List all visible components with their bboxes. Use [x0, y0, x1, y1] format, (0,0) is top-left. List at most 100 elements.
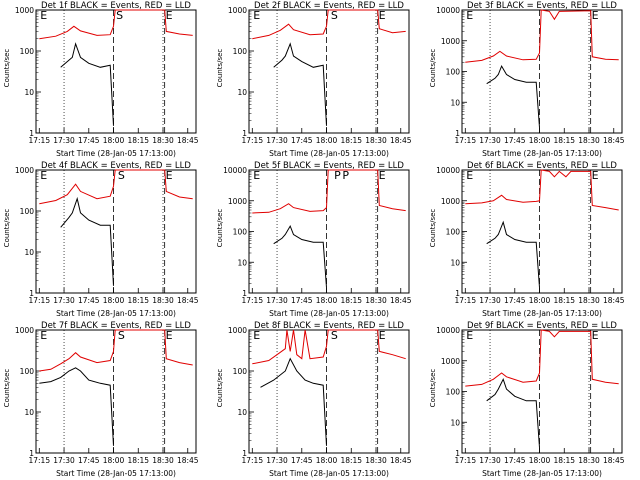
event-marker: E	[253, 169, 260, 182]
lld-series-line	[252, 169, 406, 214]
y-tick-label: 10	[237, 88, 247, 97]
plot-frame	[461, 329, 623, 454]
x-tick-label: 17:30	[53, 456, 75, 465]
x-tick-label: 18:15	[340, 136, 362, 145]
plot-frame	[35, 329, 197, 454]
chart-svg: 1 10 100 1000 10000 17:15 17:30 17:45 18:00 18:15…	[436, 166, 625, 305]
y-tick-label: 1	[29, 289, 34, 298]
x-tick-label: 18:45	[177, 456, 199, 465]
chart-svg: 1 10 100 1000 17:15 17:30 17:45 18:00 18:15 18:30…	[228, 326, 412, 465]
y-tick-label: 1000	[441, 357, 460, 366]
y-axis-label: Counts/sec	[429, 368, 437, 408]
event-marker: P	[342, 169, 349, 182]
y-tick-label: 10000	[223, 166, 247, 175]
lld-series-line	[39, 329, 193, 372]
y-axis-label: Counts/sec	[429, 48, 437, 88]
x-tick-label: 18:30	[152, 456, 174, 465]
event-marker: E	[592, 169, 599, 182]
event-marker: E	[466, 169, 473, 182]
panel-title: Det 6f BLACK = Events, RED = LLD	[467, 161, 617, 171]
detector-panel: 1 10 100 1000 10000 17:15 17:30 17:45 18:00 18:15…	[426, 320, 639, 480]
x-tick-label: 18:30	[578, 456, 600, 465]
y-tick-label: 1	[455, 129, 460, 138]
x-tick-label: 18:15	[340, 456, 362, 465]
panel-title: Det 3f BLACK = Events, RED = LLD	[467, 1, 617, 11]
x-tick-label: 18:00	[316, 296, 338, 305]
x-tick-label: 18:00	[529, 296, 551, 305]
y-tick-label: 10	[450, 98, 460, 107]
x-tick-label: 18:00	[103, 296, 125, 305]
x-tick-label: 17:15	[454, 456, 476, 465]
y-axis-label: Counts/sec	[216, 208, 224, 248]
x-tick-label: 17:30	[266, 136, 288, 145]
panel-title: Det 1f BLACK = Events, RED = LLD	[41, 1, 191, 11]
lld-series-line	[465, 329, 619, 387]
y-tick-label: 10	[450, 258, 460, 267]
x-tick-label: 17:30	[53, 296, 75, 305]
x-tick-label: 17:30	[53, 136, 75, 145]
plot-frame	[35, 9, 197, 134]
event-marker: E	[40, 329, 47, 342]
lld-series-line	[252, 329, 406, 365]
x-tick-label: 18:30	[152, 296, 174, 305]
y-tick-label: 10	[237, 408, 247, 417]
plot-frame	[248, 329, 410, 454]
x-tick-label: 18:30	[152, 136, 174, 145]
events-series-line	[486, 220, 540, 288]
y-tick-label: 100	[446, 68, 461, 77]
x-tick-label: 18:15	[127, 456, 149, 465]
x-tick-label: 18:15	[127, 136, 149, 145]
x-axis-label: Start Time (28-Jan-05 17:13:00)	[482, 149, 602, 158]
detector-panel: 1 10 100 1000 17:15 17:30 17:45 18:00 18:15 18:30…	[0, 320, 213, 480]
y-tick-label: 1000	[228, 326, 247, 335]
x-tick-label: 17:15	[241, 136, 263, 145]
y-tick-label: 100	[20, 47, 35, 56]
y-tick-label: 1000	[15, 166, 34, 175]
x-tick-label: 17:45	[504, 456, 526, 465]
y-tick-label: 10	[24, 88, 34, 97]
detector-panel: 1 10 100 1000 10000 17:15 17:30 17:45 18:00 18:15…	[213, 160, 426, 320]
x-tick-label: 18:00	[103, 456, 125, 465]
event-marker: S	[116, 9, 123, 22]
events-series-line	[273, 42, 327, 126]
panel-title: Det 9f BLACK = Events, RED = LLD	[467, 321, 617, 331]
chart-svg: 1 10 100 1000 17:15 17:30 17:45 18:00 18:15 18:30…	[15, 6, 199, 145]
x-tick-label: 18:00	[529, 136, 551, 145]
x-tick-label: 17:45	[291, 296, 313, 305]
event-marker: E	[466, 9, 473, 22]
detector-panel: 1 10 100 1000 17:15 17:30 17:45 18:00 18:15 18:30…	[213, 320, 426, 480]
x-tick-label: 18:30	[365, 456, 387, 465]
x-tick-label: 17:30	[266, 456, 288, 465]
x-axis-label: Start Time (28-Jan-05 17:13:00)	[56, 149, 176, 158]
x-tick-label: 17:30	[479, 296, 501, 305]
x-axis-label: Start Time (28-Jan-05 17:13:00)	[269, 469, 389, 478]
x-tick-label: 18:30	[578, 136, 600, 145]
x-tick-label: 18:15	[553, 136, 575, 145]
y-tick-label: 1	[29, 129, 34, 138]
x-tick-label: 17:15	[28, 136, 50, 145]
panel-title: Det 8f BLACK = Events, RED = LLD	[254, 321, 404, 331]
detector-panel: 1 10 100 1000 10000 17:15 17:30 17:45 18:00 18:15…	[426, 160, 639, 320]
x-tick-label: 18:15	[127, 296, 149, 305]
y-tick-label: 1	[242, 129, 247, 138]
event-marker: E	[40, 169, 47, 182]
x-tick-label: 17:30	[479, 456, 501, 465]
event-marker: E	[166, 329, 173, 342]
y-axis-label: Counts/sec	[216, 48, 224, 88]
x-tick-label: 17:45	[504, 136, 526, 145]
event-marker: E	[379, 329, 386, 342]
x-tick-label: 18:45	[603, 456, 625, 465]
y-tick-label: 100	[233, 47, 248, 56]
y-tick-label: 1000	[441, 197, 460, 206]
plot-frame	[35, 169, 197, 294]
y-axis-label: Counts/sec	[3, 208, 11, 248]
y-tick-label: 1000	[15, 6, 34, 15]
x-tick-label: 18:15	[340, 296, 362, 305]
event-marker: P	[334, 169, 341, 182]
x-tick-label: 17:45	[78, 296, 100, 305]
x-tick-label: 17:45	[78, 136, 100, 145]
y-tick-label: 1	[242, 289, 247, 298]
y-axis-label: Counts/sec	[429, 208, 437, 248]
event-marker: E	[592, 329, 599, 342]
plot-frame	[461, 169, 623, 294]
